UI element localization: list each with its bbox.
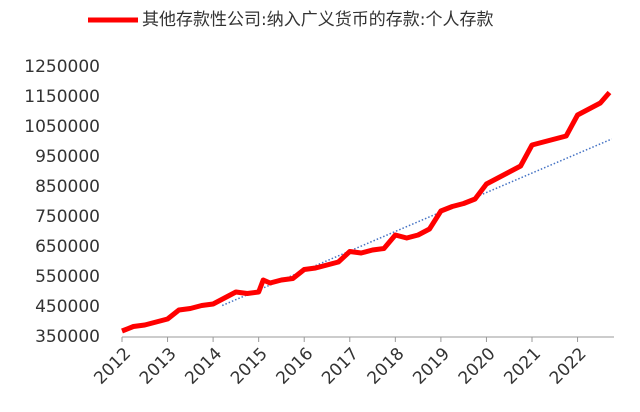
x-tick-label: 2018	[364, 344, 409, 389]
x-tick-label: 2020	[455, 344, 500, 389]
y-tick-label: 1150000	[24, 87, 100, 107]
y-tick-label: 350000	[35, 327, 100, 347]
x-tick-label: 2021	[500, 344, 545, 389]
y-tick-label: 1050000	[24, 117, 100, 137]
y-tick-label: 750000	[35, 207, 100, 227]
y-tick-label: 450000	[35, 297, 100, 317]
y-tick-label: 550000	[35, 267, 100, 287]
y-tick-label: 650000	[35, 237, 100, 257]
series-line	[121, 90, 612, 334]
y-tick-label: 950000	[35, 147, 100, 167]
x-tick-label: 2015	[227, 344, 272, 389]
y-tick-label: 1250000	[24, 57, 100, 77]
x-tick-label: 2016	[273, 344, 318, 389]
x-tick-label: 2017	[318, 344, 363, 389]
y-tick-label: 850000	[35, 177, 100, 197]
x-tick-label: 2019	[409, 344, 454, 389]
x-tick-label: 2022	[546, 344, 591, 389]
x-tick-label: 2014	[181, 344, 226, 389]
x-tick-label: 2013	[136, 344, 181, 389]
x-tick-label: 2012	[90, 344, 135, 389]
legend-label: 其他存款性公司:纳入广义货币的存款:个人存款	[142, 10, 493, 30]
